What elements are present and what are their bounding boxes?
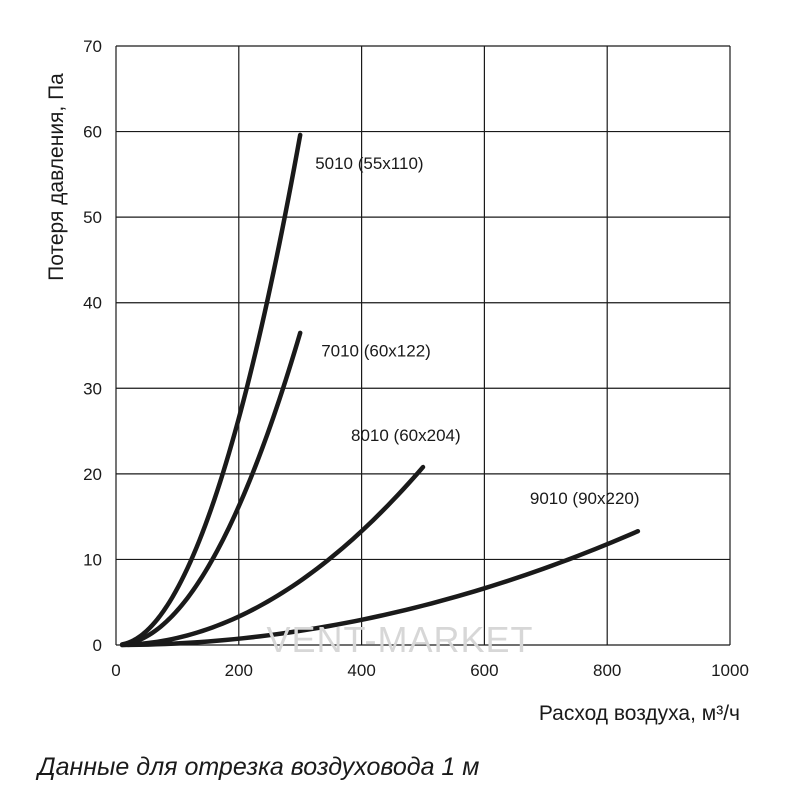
series-label: 5010 (55x110) [315,154,423,173]
y-axis-title: Потеря давления, Па [45,73,68,281]
series-lines [119,132,641,648]
series-line [119,330,303,647]
series-line [119,464,426,648]
x-tick-label: 0 [111,661,120,680]
grid [115,45,731,646]
series-label: 8010 (60x204) [351,426,461,445]
x-tick-label: 800 [593,661,621,680]
series-label: 7010 (60x122) [321,342,431,361]
x-tick-label: 400 [347,661,375,680]
x-axis-title: Расход воздуха, м³/ч [539,702,740,725]
y-tick-labels: 0 10 20 30 40 50 60 70 [83,37,102,655]
y-tick-label: 50 [83,208,102,227]
chart-caption: Данные для отрезка воздуховода 1 м [38,753,480,781]
y-tick-label: 20 [83,465,102,484]
x-tick-label: 600 [470,661,498,680]
x-tick-label: 200 [225,661,253,680]
y-tick-label: 70 [83,37,102,56]
series-labels: 5010 (55x110) 7010 (60x122) 8010 (60x204) 9… [315,154,639,508]
series-line [119,132,303,647]
y-tick-label: 60 [83,123,102,142]
x-tick-labels: 0 200 400 600 800 1000 [111,661,749,680]
series-label: 9010 (90x220) [530,489,640,508]
y-tick-label: 0 [93,636,102,655]
y-tick-label: 30 [83,379,102,398]
x-tick-label: 1000 [711,661,749,680]
series-line [119,528,641,648]
y-tick-label: 40 [83,294,102,313]
watermark: VENT-MARKET [266,619,533,660]
y-tick-label: 10 [83,550,102,569]
